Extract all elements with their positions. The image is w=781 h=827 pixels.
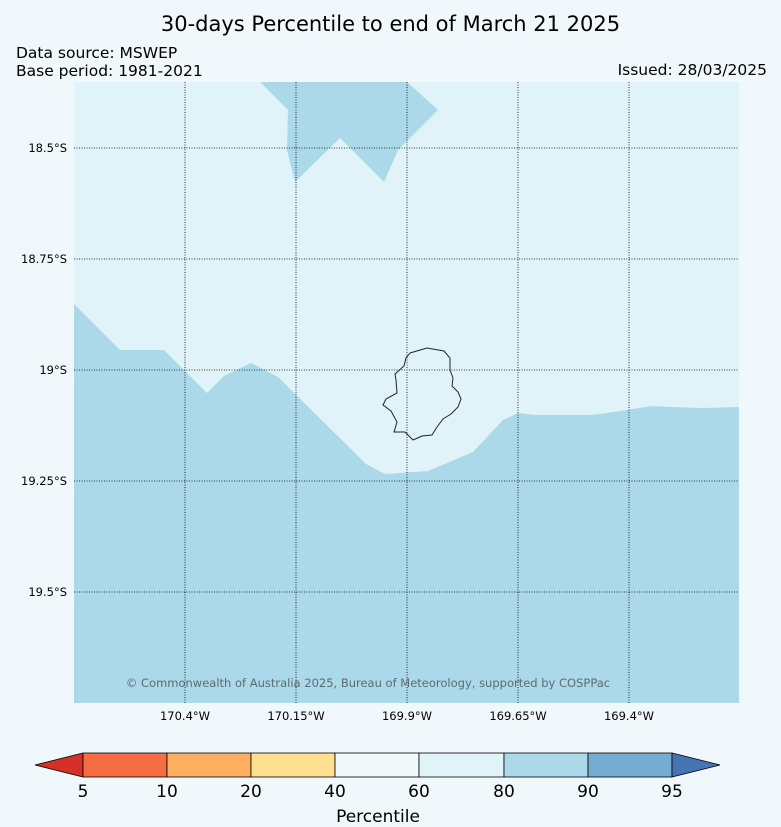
- longitude-labels: 170.4°W 170.15°W 169.9°W 169.65°W 169.4°…: [160, 709, 654, 723]
- colorbar-segment: [418, 752, 505, 778]
- copyright-notice: © Commonwealth of Australia 2025, Bureau…: [126, 676, 610, 690]
- lat-label: 18.5°S: [28, 141, 67, 155]
- issued-date-text: Issued: 28/03/2025: [617, 61, 767, 79]
- data-source-text: Data source: MSWEP: [16, 44, 178, 62]
- colorbar-title: Percentile: [336, 807, 420, 827]
- lat-label: 18.75°S: [21, 252, 67, 266]
- lon-label: 170.15°W: [267, 709, 324, 723]
- colorbar-segment: [334, 752, 420, 778]
- colorbar-tick-label: 40: [324, 782, 346, 802]
- colorbar-tick-label: 20: [240, 782, 262, 802]
- colorbar-tick-label: 95: [661, 782, 683, 802]
- island-coastline: [382, 347, 462, 441]
- colorbar-segment: [503, 752, 589, 778]
- colorbar-tick-label: 10: [156, 782, 178, 802]
- shaded-region-north: [260, 82, 438, 182]
- latitude-labels: 18.5°S 18.75°S 19°S 19.25°S 19.5°S: [21, 141, 67, 599]
- map-panel: © Commonwealth of Australia 2025, Bureau…: [74, 82, 739, 703]
- colorbar: [34, 752, 721, 778]
- longitude-gridlines: [184, 82, 630, 703]
- colorbar-segment: [166, 752, 252, 778]
- lon-label: 169.4°W: [604, 709, 654, 723]
- colorbar-ticks: 5 10 20 40 60 80 90 95: [78, 782, 683, 802]
- colorbar-tick-label: 80: [493, 782, 515, 802]
- lon-label: 169.65°W: [489, 709, 546, 723]
- base-period-text: Base period: 1981-2021: [16, 62, 203, 80]
- lat-label: 19°S: [39, 363, 67, 377]
- shaded-region-south: [74, 304, 739, 703]
- colorbar-tick-label: 60: [408, 782, 430, 802]
- lon-label: 169.9°W: [382, 709, 432, 723]
- colorbar-segment: [82, 752, 168, 778]
- map-title: 30-days Percentile to end of March 21 20…: [160, 12, 621, 36]
- colorbar-tick-label: 5: [78, 782, 89, 802]
- colorbar-extend-low: [34, 752, 84, 778]
- map-metadata-left: Data source: MSWEP Base period: 1981-202…: [16, 44, 203, 80]
- lon-label: 170.4°W: [160, 709, 210, 723]
- colorbar-segment: [250, 752, 336, 778]
- colorbar-extend-high: [671, 752, 721, 778]
- colorbar-tick-label: 90: [577, 782, 599, 802]
- lat-label: 19.5°S: [28, 585, 67, 599]
- lat-label: 19.25°S: [21, 474, 67, 488]
- colorbar-segment: [587, 752, 673, 778]
